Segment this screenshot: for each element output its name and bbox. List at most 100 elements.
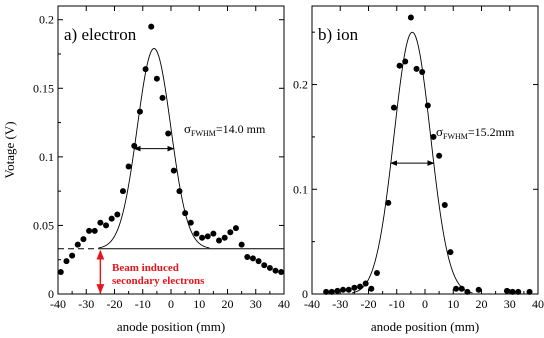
x-tick-label: 30: [504, 297, 516, 311]
data-point: [402, 58, 409, 65]
data-point: [238, 241, 245, 248]
data-point: [328, 288, 335, 295]
y-tick-label: 0.15: [33, 81, 54, 95]
x-tick-label: -10: [135, 297, 151, 311]
data-point: [424, 102, 431, 109]
data-point: [345, 286, 352, 293]
x-tick-label: 40: [532, 297, 544, 311]
electron-panel: -40 -30 -20 -10 0 10 20 30 40 0 0.05 0.1 0.15 0.2 a) …: [2, 5, 290, 334]
ion-axis-ticks: -40 -30 -20 -10 0 10 20 30 40 0 0.1 0.2: [293, 6, 544, 311]
data-point: [362, 280, 369, 287]
data-point: [373, 270, 380, 277]
data-point: [503, 287, 510, 294]
ion-gaussian-fit: [352, 31, 473, 294]
ion-panel: -40 -30 -20 -10 0 10 20 30 40 0 0.1 0.2 b) ion σFWH…: [293, 5, 544, 334]
data-point: [69, 252, 76, 259]
x-tick-label: -40: [304, 297, 320, 311]
y-tick-label: 0.2: [39, 13, 54, 27]
data-point: [193, 230, 200, 237]
data-point: [453, 285, 460, 292]
data-point: [227, 229, 234, 236]
y-tick-label: 0.1: [293, 182, 308, 196]
y-tick-label: 0.2: [293, 78, 308, 92]
electron-panel-label: a) electron: [64, 25, 137, 44]
ion-fwhm-symbol: σ: [436, 124, 443, 139]
x-tick-label: 40: [278, 297, 290, 311]
y-tick-label: 0: [302, 287, 308, 301]
secondary-electrons-note-line1: Beam induced: [112, 262, 179, 274]
data-point: [441, 201, 448, 208]
electron-y-axis-label: Votage (V): [2, 121, 17, 178]
x-tick-label: -40: [50, 297, 66, 311]
data-point: [272, 267, 279, 274]
ion-fwhm-label: σFWHM=15.2mm: [436, 124, 515, 141]
data-point: [170, 167, 177, 174]
x-tick-label: 10: [193, 297, 205, 311]
data-point: [323, 288, 330, 295]
data-point: [176, 188, 183, 195]
data-point: [131, 142, 138, 149]
data-point: [187, 219, 194, 226]
data-point: [86, 227, 93, 234]
x-tick-label: -20: [107, 297, 123, 311]
data-point: [244, 253, 251, 260]
data-point: [464, 288, 471, 295]
data-point: [278, 269, 285, 276]
data-point: [368, 285, 375, 292]
x-tick-label: -30: [78, 297, 94, 311]
x-tick-label: 30: [250, 297, 262, 311]
data-point: [232, 225, 239, 232]
data-point: [436, 152, 443, 159]
data-point: [125, 163, 132, 170]
data-point: [413, 65, 420, 72]
data-point: [63, 258, 70, 265]
data-point: [74, 241, 81, 248]
electron-fwhm-label: σFWHM=14.0 mm: [184, 121, 266, 138]
x-tick-label: 0: [168, 297, 174, 311]
x-tick-label: 10: [447, 297, 459, 311]
data-point: [97, 219, 104, 226]
electron-plot-frame: [57, 5, 285, 295]
data-point: [266, 264, 273, 271]
data-point: [136, 108, 143, 115]
x-tick-label: 0: [422, 297, 428, 311]
electron-gaussian-fit: [98, 48, 210, 249]
data-point: [210, 230, 217, 237]
data-point: [103, 222, 110, 229]
data-point: [249, 255, 256, 262]
data-point: [475, 286, 482, 293]
data-point: [114, 211, 121, 218]
data-point: [458, 285, 465, 292]
data-point: [419, 68, 426, 75]
x-tick-label: 20: [476, 297, 488, 311]
data-point: [204, 233, 211, 240]
electron-fwhm-value: =14.0 mm: [216, 122, 266, 136]
x-tick-label: -10: [389, 297, 405, 311]
data-point: [526, 288, 533, 295]
data-point: [407, 14, 414, 21]
electron-fwhm-symbol: σ: [184, 121, 191, 136]
y-tick-label: 0: [48, 287, 54, 301]
data-point: [385, 199, 392, 206]
ion-plot-frame: [311, 5, 539, 295]
ion-panel-label: b) ion: [318, 25, 359, 44]
x-tick-label: -20: [361, 297, 377, 311]
ion-fwhm-subscript: FWHM: [443, 132, 468, 141]
data-point: [80, 236, 87, 243]
electron-data-points: [57, 23, 285, 276]
data-point: [357, 283, 364, 290]
x-tick-label: -30: [332, 297, 348, 311]
ion-data-points: [323, 14, 533, 295]
y-tick-label: 0.1: [39, 150, 54, 164]
data-point: [108, 215, 115, 222]
data-point: [390, 104, 397, 111]
data-point: [148, 23, 155, 30]
data-point: [182, 210, 189, 217]
data-point: [447, 249, 454, 256]
data-point: [57, 269, 64, 276]
data-point: [165, 130, 172, 137]
data-point: [91, 227, 98, 234]
data-point: [199, 234, 206, 241]
data-point: [142, 66, 149, 73]
